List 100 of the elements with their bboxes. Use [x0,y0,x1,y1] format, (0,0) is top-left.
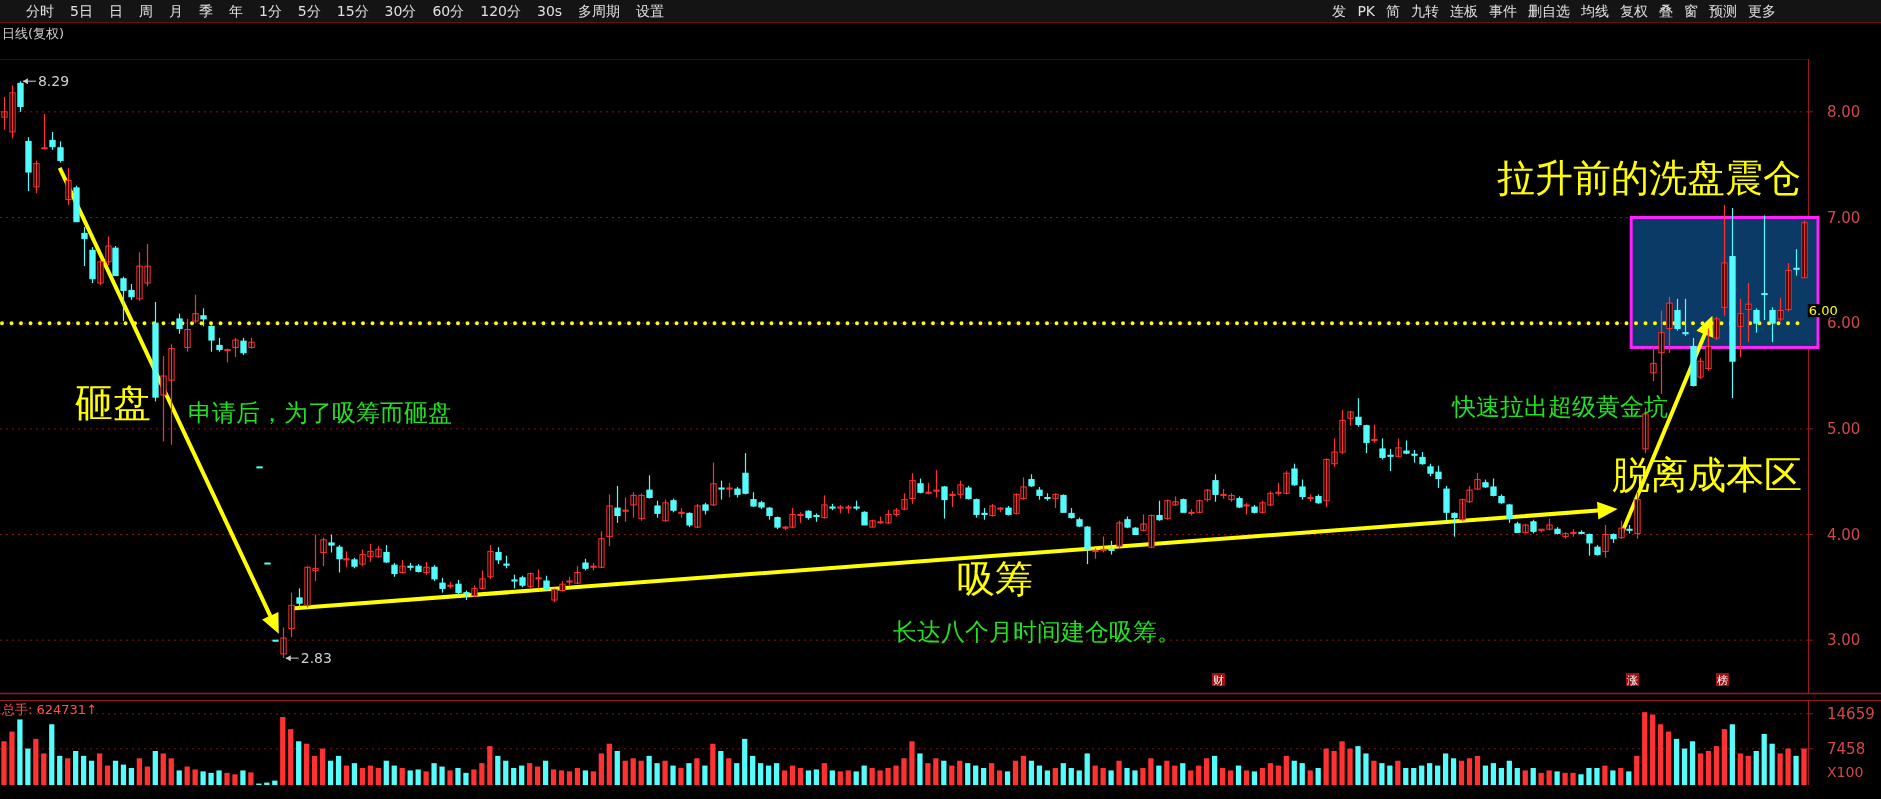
y-tick-label: 14659 [1827,704,1875,723]
candlestick [176,313,183,335]
text: 120分 [480,3,521,19]
candlestick [1299,478,1306,501]
bar [861,765,867,785]
bar [41,753,47,785]
text: 5分 [297,3,321,19]
candlestick [1355,397,1362,428]
bar [1458,760,1465,785]
bar [1036,765,1043,785]
bar [96,753,103,785]
bar [519,765,525,785]
candlestick [1753,307,1760,334]
bar [1395,760,1401,785]
candlestick [821,494,828,520]
bar [1307,770,1313,785]
candlestick [1650,345,1657,382]
y-tick-label: 8.00 [1827,102,1861,121]
bar [17,719,23,785]
candlestick [1666,296,1673,354]
bar [65,758,71,785]
bar [973,765,979,785]
bar [1235,765,1242,785]
bar [136,758,143,785]
candlestick [1769,306,1776,343]
candlestick [1602,524,1609,559]
bar [120,764,127,785]
bar [686,763,692,785]
bar [81,755,87,785]
bar [614,751,620,785]
candlestick [941,485,948,520]
candlestick [909,472,916,505]
text: 叠 [1659,3,1673,19]
bar [742,738,748,785]
bar [319,748,326,785]
annotation: 长达八个月时间建仓吸筹。 [893,618,1181,646]
candlestick [1793,248,1800,277]
bar [49,724,55,785]
bar [511,768,517,785]
bar [765,765,772,785]
bar [463,772,469,785]
bar [1697,753,1704,785]
candlestick [1363,424,1370,454]
text: 复权 [1620,3,1648,19]
bar [598,753,604,785]
bar [869,768,875,785]
bar [1084,753,1090,785]
bar [431,763,437,785]
candlestick [718,480,725,501]
bar [853,771,859,785]
annotation: 快速拉出超级黄金坑 [1451,393,1668,421]
bar [1769,743,1775,785]
bar [224,772,230,785]
bar [351,763,358,785]
bar [1634,755,1640,785]
bar [57,755,63,785]
bar [1068,768,1074,785]
candlestick [1156,500,1163,522]
bar [1618,768,1624,785]
y-tick-label: 4.00 [1827,525,1861,544]
bar [176,770,182,785]
bar [1538,772,1544,785]
bar [1681,748,1688,785]
bar [1586,768,1592,785]
bar [1164,760,1170,785]
bar [750,755,756,785]
text: 日 [108,3,123,19]
bar [495,755,501,785]
bar [479,763,485,785]
bar [407,770,413,785]
bar [1212,755,1218,785]
candlestick [1291,463,1298,487]
candlestick [662,499,669,523]
annotation: 拉升前的洗盘震仓 [1497,156,1801,200]
candlestick [1801,220,1808,279]
bar [1331,751,1337,785]
bar [821,763,827,785]
candlestick [1658,309,1665,395]
bar [1419,765,1425,785]
candlestick [280,626,287,659]
bar [296,741,302,785]
bar [1793,755,1799,785]
candlestick [17,80,24,113]
bar [1658,724,1664,785]
bar [152,751,158,785]
bar [1140,768,1146,785]
bar [240,770,246,785]
bar [455,768,461,785]
bar [630,758,636,785]
bar [1116,760,1122,785]
candlestick [678,507,685,519]
bar [1650,714,1656,785]
bar [1474,755,1481,785]
bar [574,768,581,785]
bar [1570,772,1576,785]
bar [1339,741,1345,785]
bar [200,771,206,785]
bar [232,774,238,785]
bar [893,765,899,785]
bar [88,760,95,785]
